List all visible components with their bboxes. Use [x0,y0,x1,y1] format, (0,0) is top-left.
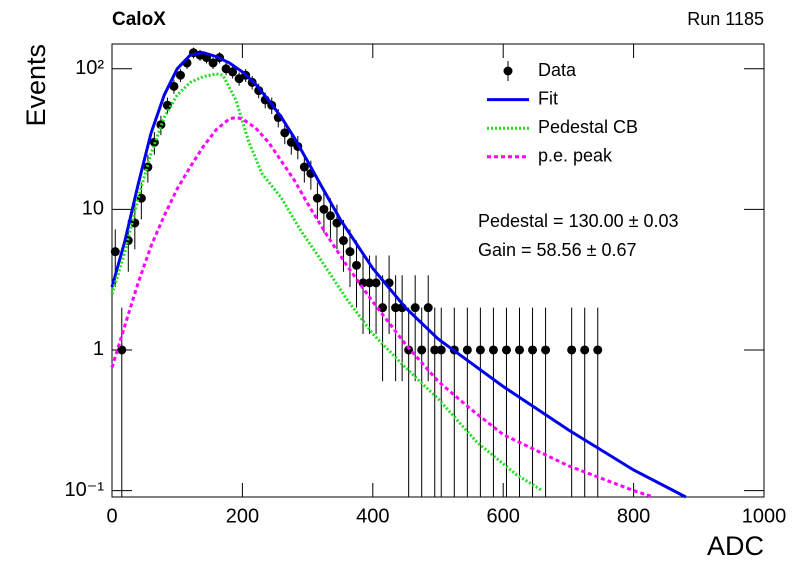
fit-line [110,51,687,499]
plot-frame [111,43,765,498]
data-point [338,236,348,246]
data-point [175,70,185,80]
data-point [436,345,446,355]
x-tick-label: 1000 [742,505,787,527]
data-point [580,345,590,355]
data-point [430,345,440,355]
data-point [228,67,238,77]
legend-label: Fit [538,88,558,108]
data-point [169,81,179,91]
data-point [462,345,472,355]
data-point [286,137,296,147]
x-tick-label: 200 [226,505,259,527]
chart-subtitle: Run 1185 [687,9,764,29]
legend-swatch [503,66,513,76]
data-point [332,218,342,228]
x-tick-label: 400 [356,505,389,527]
legend-label: p.e. peak [538,146,613,166]
y-tick-label: 10² [75,57,104,79]
data-point [162,100,172,110]
data-point [371,278,381,288]
data-point [423,303,433,313]
x-axis-label: ADC [707,531,764,561]
data-point [515,345,524,355]
data-point [325,211,335,221]
data-point [410,303,420,313]
legend-label: Pedestal CB [538,117,638,137]
data-point [417,345,427,355]
y-tick-label: 10⁻¹ [65,479,105,501]
x-tick-label: 0 [106,505,117,527]
data-point [312,193,322,203]
data-point [475,345,485,355]
data-point [593,345,603,355]
data-point [567,345,577,355]
data-point [528,345,538,355]
data-point [488,345,498,355]
chart-title: CaloX [112,9,166,30]
data-point [365,278,375,288]
fit-line [110,72,544,492]
data-point [280,128,290,138]
data-point [345,247,355,257]
data-point [352,260,361,270]
x-tick-label: 800 [617,505,650,527]
legend-label: Data [538,60,577,80]
data-point [299,162,309,172]
data-point [541,345,551,355]
x-tick-label: 600 [487,505,520,527]
y-tick-label: 10 [82,198,104,220]
data-point [501,345,511,355]
data-point [208,58,218,68]
data-point [110,247,120,257]
annotation: Pedestal = 130.00 ± 0.03 [478,211,679,231]
annotation: Gain = 58.56 ± 0.67 [478,240,637,260]
data-point [319,204,329,214]
y-tick-label: 1 [93,338,104,360]
y-axis-label: Events [21,44,51,127]
data-point [391,303,401,313]
fit-line [110,115,654,499]
